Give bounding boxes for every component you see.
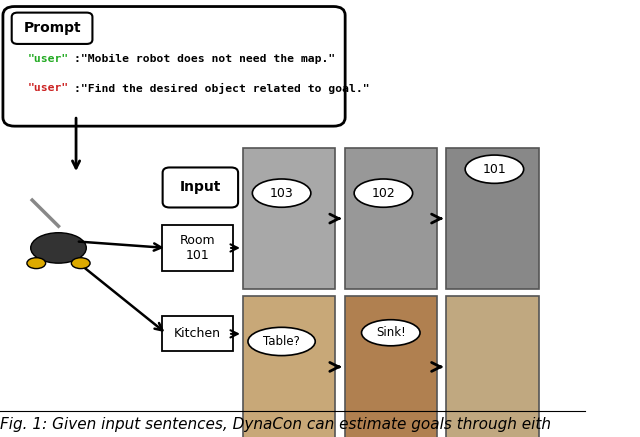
Text: Input: Input	[180, 180, 221, 194]
FancyBboxPatch shape	[162, 316, 233, 351]
Ellipse shape	[362, 320, 420, 346]
Text: Sink!: Sink!	[376, 326, 406, 339]
Bar	[243, 148, 335, 289]
Ellipse shape	[465, 155, 524, 184]
Text: Prompt: Prompt	[23, 21, 81, 35]
Text: Table?: Table?	[263, 335, 300, 348]
Text: :"Find the desired object related to goal.": :"Find the desired object related to goa…	[74, 83, 370, 94]
Bar	[344, 296, 437, 437]
Ellipse shape	[72, 258, 90, 269]
Text: "user": "user"	[28, 83, 68, 94]
Text: 102: 102	[371, 187, 396, 200]
Text: Kitchen: Kitchen	[174, 327, 221, 340]
Ellipse shape	[31, 233, 86, 263]
Text: 103: 103	[269, 187, 294, 200]
Text: Fig. 1: Given input sentences, DynaCon can estimate goals through eith: Fig. 1: Given input sentences, DynaCon c…	[0, 416, 551, 432]
Bar	[446, 296, 539, 437]
FancyBboxPatch shape	[12, 13, 92, 44]
Text: 101: 101	[483, 163, 506, 176]
Text: :"Mobile robot does not need the map.": :"Mobile robot does not need the map."	[74, 54, 335, 64]
Bar	[344, 148, 437, 289]
Text: "user": "user"	[28, 54, 68, 64]
FancyBboxPatch shape	[3, 7, 345, 126]
Ellipse shape	[27, 258, 45, 269]
FancyBboxPatch shape	[163, 167, 238, 208]
FancyBboxPatch shape	[162, 225, 233, 271]
Ellipse shape	[248, 327, 316, 356]
Bar	[243, 296, 335, 437]
Ellipse shape	[354, 179, 413, 207]
Ellipse shape	[252, 179, 311, 207]
Text: Room
101: Room 101	[180, 234, 215, 262]
Bar	[446, 148, 539, 289]
